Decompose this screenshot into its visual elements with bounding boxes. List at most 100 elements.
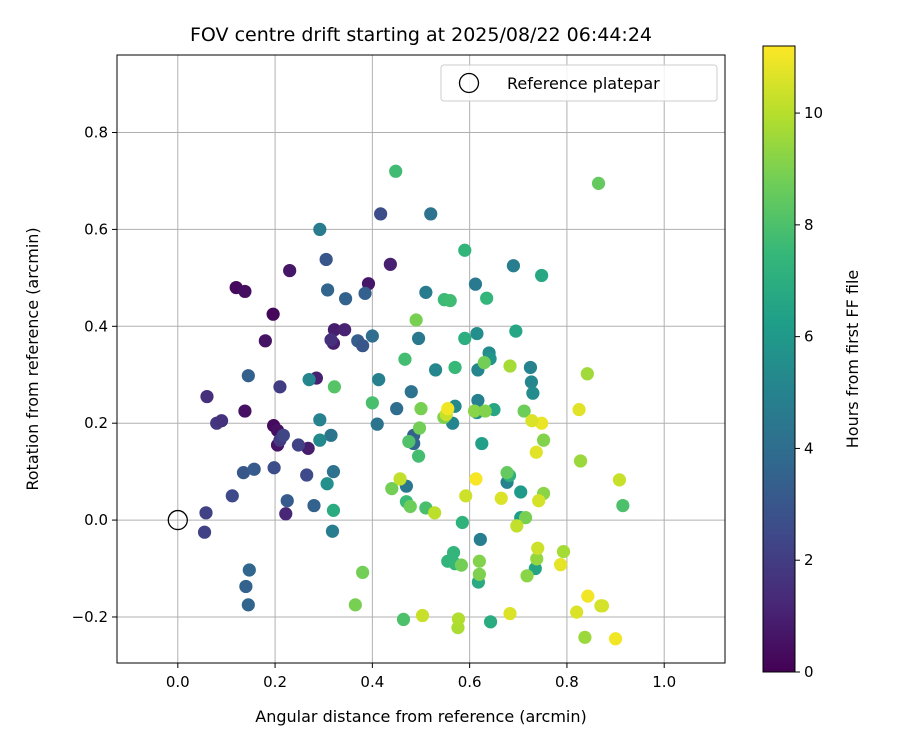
data-point xyxy=(280,494,294,508)
data-point xyxy=(458,243,472,257)
data-point xyxy=(324,333,338,347)
chart-title: FOV centre drift starting at 2025/08/22 … xyxy=(190,24,652,46)
data-point xyxy=(247,462,261,476)
data-point xyxy=(535,268,549,283)
data-point xyxy=(556,544,571,559)
reference-marker-circle xyxy=(167,509,188,531)
data-point xyxy=(307,498,321,513)
data-point xyxy=(580,367,594,381)
colorbar-label: Hours from first FF file xyxy=(843,270,862,449)
data-point xyxy=(313,413,327,427)
x-tick-label: 1.0 xyxy=(652,673,676,691)
colorbar-ticks: 0 2 4 6 8 10 xyxy=(795,104,823,681)
data-point xyxy=(591,176,606,190)
colorbar-tick-label: 2 xyxy=(804,551,814,569)
data-point xyxy=(372,372,386,387)
data-point xyxy=(573,454,588,468)
data-point xyxy=(402,435,416,449)
data-point xyxy=(326,465,341,479)
colorbar-tick-label: 10 xyxy=(804,104,823,122)
data-point xyxy=(242,563,256,577)
data-point xyxy=(412,421,427,435)
y-axis-label: Rotation from reference (arcmin) xyxy=(23,227,42,490)
data-point xyxy=(472,567,486,581)
data-point xyxy=(531,541,545,555)
colorbar-tick-label: 4 xyxy=(804,439,814,457)
data-point xyxy=(276,428,290,442)
x-tick-label: 0.4 xyxy=(360,673,384,691)
data-point xyxy=(530,552,544,566)
legend-marker xyxy=(458,72,480,94)
x-tick-label: 0.2 xyxy=(263,673,287,691)
data-point xyxy=(365,329,379,343)
data-point xyxy=(313,433,327,447)
data-point xyxy=(404,385,418,399)
data-point xyxy=(469,472,483,486)
data-point xyxy=(509,324,523,338)
data-point xyxy=(536,433,551,447)
data-point xyxy=(356,339,370,353)
data-point xyxy=(500,466,514,480)
y-tick-label: 0.4 xyxy=(84,317,108,335)
data-point xyxy=(415,608,430,623)
data-point xyxy=(451,612,466,626)
data-point xyxy=(524,375,539,389)
data-point xyxy=(241,598,255,612)
data-point xyxy=(393,472,407,486)
data-point xyxy=(279,507,293,521)
data-point xyxy=(477,356,491,370)
data-point xyxy=(313,222,327,237)
data-point xyxy=(300,468,314,482)
data-point xyxy=(339,292,353,306)
data-point xyxy=(238,404,252,418)
data-point xyxy=(525,414,539,428)
data-point xyxy=(428,363,443,377)
data-point xyxy=(454,558,468,572)
data-point xyxy=(348,598,362,612)
data-point xyxy=(471,393,485,408)
data-point xyxy=(409,313,423,327)
data-point xyxy=(419,285,433,299)
data-point xyxy=(517,404,531,418)
data-point xyxy=(238,284,252,299)
data-point xyxy=(494,491,508,505)
data-point xyxy=(570,605,584,619)
legend-box xyxy=(440,64,718,102)
data-point xyxy=(396,612,411,626)
data-point xyxy=(389,164,403,178)
data-point xyxy=(302,372,316,387)
data-point xyxy=(443,294,457,308)
data-point xyxy=(480,291,494,305)
data-point xyxy=(473,532,487,547)
data-point xyxy=(514,485,528,499)
data-point xyxy=(520,569,534,583)
colorbar: 0 2 4 6 8 10 Hours from first FF file xyxy=(762,45,862,681)
y-tick-label: 0.2 xyxy=(84,414,108,432)
data-point xyxy=(225,489,239,503)
data-point xyxy=(470,326,484,341)
data-point xyxy=(325,524,340,538)
data-point xyxy=(503,606,517,621)
data-point xyxy=(581,589,595,603)
data-point xyxy=(523,360,538,375)
data-point xyxy=(356,565,370,580)
x-tick-label: 0.8 xyxy=(555,673,579,691)
data-point xyxy=(506,259,521,273)
data-point xyxy=(273,380,287,394)
data-point xyxy=(267,461,281,475)
data-point xyxy=(374,207,388,221)
data-point xyxy=(448,360,462,375)
data-point xyxy=(283,263,297,278)
colorbar-gradient xyxy=(762,45,796,673)
data-point xyxy=(291,438,306,452)
data-point xyxy=(320,477,334,491)
y-axis-ticks: −0.2 0.0 0.2 0.4 0.6 0.8 xyxy=(72,124,117,626)
colorbar-tick-label: 0 xyxy=(804,663,814,681)
data-point xyxy=(338,323,352,337)
y-tick-label: −0.2 xyxy=(72,608,108,626)
data-point xyxy=(411,449,426,463)
data-point xyxy=(365,396,379,410)
data-point xyxy=(529,445,543,459)
y-tick-label: 0.8 xyxy=(84,124,108,142)
